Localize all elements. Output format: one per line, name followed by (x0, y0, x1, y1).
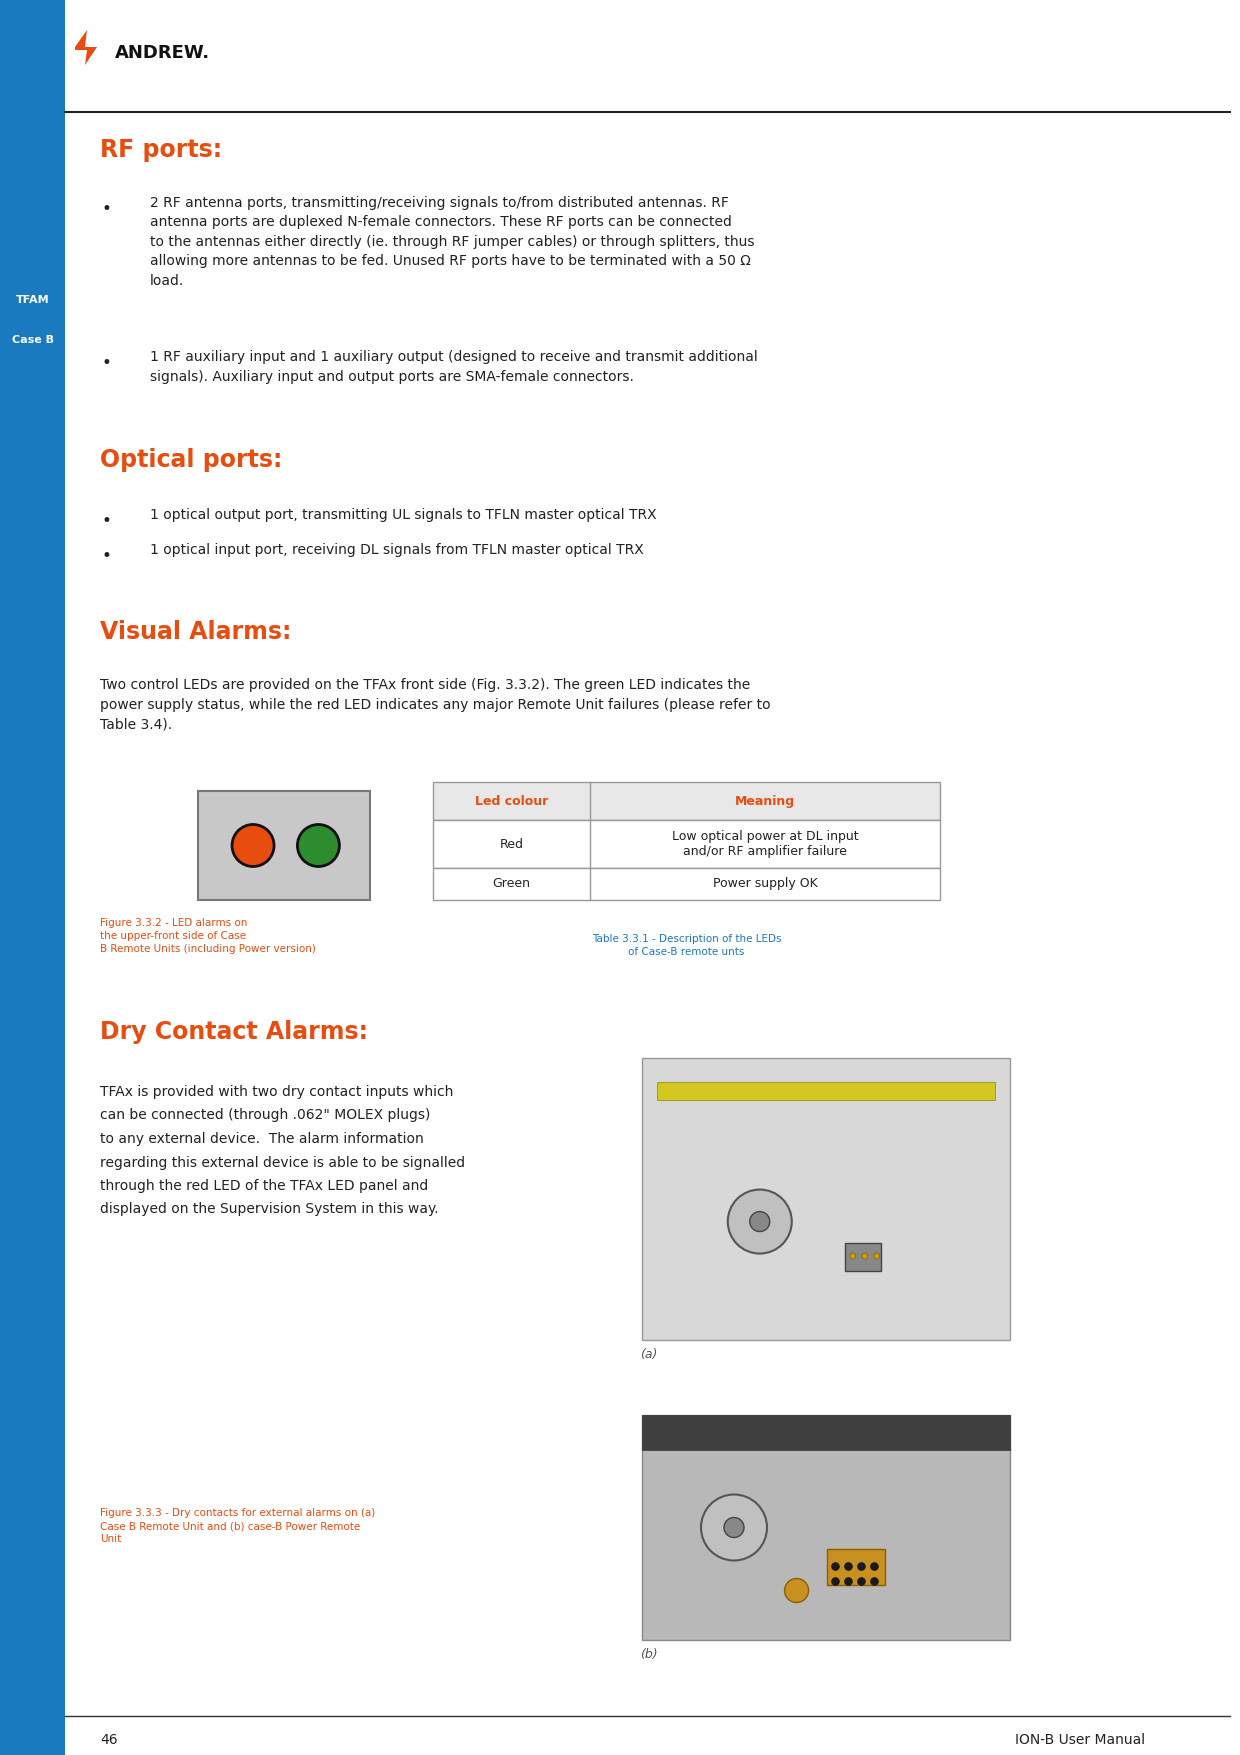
Circle shape (844, 1562, 852, 1571)
Text: •: • (102, 548, 112, 565)
Text: •: • (102, 355, 112, 372)
Text: Visual Alarms:: Visual Alarms: (100, 620, 291, 644)
Text: Figure 3.3.2 - LED alarms on
the upper-front side of Case
B Remote Units (includ: Figure 3.3.2 - LED alarms on the upper-f… (100, 918, 316, 955)
Text: Table 3.3.1 - Description of the LEDs
of Case-B remote unts: Table 3.3.1 - Description of the LEDs of… (591, 934, 781, 956)
Text: displayed on the Supervision System in this way.: displayed on the Supervision System in t… (100, 1202, 439, 1216)
Circle shape (870, 1578, 878, 1585)
Circle shape (750, 1211, 770, 1232)
Circle shape (298, 825, 340, 867)
Circle shape (849, 1253, 856, 1258)
Text: Low optical power at DL input
and/or RF amplifier failure: Low optical power at DL input and/or RF … (672, 830, 858, 858)
Text: regarding this external device is able to be signalled: regarding this external device is able t… (100, 1155, 465, 1169)
Bar (0, 0, 64, 1755)
Circle shape (844, 1578, 852, 1585)
Text: load.: load. (150, 274, 185, 288)
Text: 1 optical output port, transmitting UL signals to TFLN master optical TRX: 1 optical output port, transmitting UL s… (150, 507, 657, 521)
Text: to any external device.  The alarm information: to any external device. The alarm inform… (100, 1132, 424, 1146)
Circle shape (728, 1190, 792, 1253)
Text: 1 optical input port, receiving DL signals from TFLN master optical TRX: 1 optical input port, receiving DL signa… (150, 542, 644, 556)
Text: Meaning: Meaning (735, 795, 795, 807)
Text: signals). Auxiliary input and output ports are SMA-female connectors.: signals). Auxiliary input and output por… (150, 370, 634, 384)
Text: allowing more antennas to be fed. Unused RF ports have to be terminated with a 5: allowing more antennas to be fed. Unused… (150, 254, 751, 269)
Text: Red: Red (500, 837, 523, 851)
Circle shape (862, 1253, 868, 1258)
Text: 46: 46 (100, 1732, 118, 1746)
Text: ION-B User Manual: ION-B User Manual (1014, 1732, 1145, 1746)
Text: 2 RF antenna ports, transmitting/receiving signals to/from distributed antennas.: 2 RF antenna ports, transmitting/receivi… (150, 197, 729, 211)
Bar (433, 820, 940, 869)
Bar (198, 792, 370, 900)
Bar (827, 1548, 885, 1585)
Circle shape (832, 1562, 839, 1571)
Circle shape (232, 825, 274, 867)
Text: through the red LED of the TFAx LED panel and: through the red LED of the TFAx LED pane… (100, 1179, 428, 1193)
Circle shape (724, 1518, 744, 1537)
Text: Power supply OK: Power supply OK (713, 878, 817, 890)
Bar (657, 1083, 994, 1100)
Text: antenna ports are duplexed N-female connectors. These RF ports can be connected: antenna ports are duplexed N-female conn… (150, 216, 732, 230)
Text: TFAx is provided with two dry contact inputs which: TFAx is provided with two dry contact in… (100, 1085, 454, 1099)
Circle shape (857, 1562, 866, 1571)
Text: 1 RF auxiliary input and 1 auxiliary output (designed to receive and transmit ad: 1 RF auxiliary input and 1 auxiliary out… (150, 349, 758, 363)
Text: (b): (b) (640, 1648, 657, 1660)
Text: Case B: Case B (11, 335, 53, 346)
Text: Table 3.4).: Table 3.4). (100, 718, 172, 732)
Circle shape (874, 1253, 880, 1258)
Text: Figure 3.3.3 - Dry contacts for external alarms on (a)
Case B Remote Unit and (b: Figure 3.3.3 - Dry contacts for external… (100, 1508, 376, 1544)
Text: Dry Contact Alarms:: Dry Contact Alarms: (100, 1020, 368, 1044)
Text: to the antennas either directly (ie. through RF jumper cables) or through splitt: to the antennas either directly (ie. thr… (150, 235, 754, 249)
Circle shape (857, 1578, 866, 1585)
Text: •: • (102, 512, 112, 530)
Bar (642, 1058, 1011, 1341)
Circle shape (832, 1578, 839, 1585)
Text: RF ports:: RF ports: (100, 139, 222, 161)
Bar (433, 783, 940, 820)
Bar (844, 1243, 880, 1271)
Text: Green: Green (492, 878, 531, 890)
Bar (433, 869, 940, 900)
Text: (a): (a) (640, 1348, 657, 1360)
Polygon shape (74, 30, 97, 65)
Text: Optical ports:: Optical ports: (100, 448, 283, 472)
Text: Two control LEDs are provided on the TFAx front side (Fig. 3.3.2). The green LED: Two control LEDs are provided on the TFA… (100, 677, 750, 691)
Circle shape (870, 1562, 878, 1571)
Text: •: • (102, 200, 112, 218)
Bar (642, 1415, 1011, 1450)
Text: can be connected (through .062" MOLEX plugs): can be connected (through .062" MOLEX pl… (100, 1109, 430, 1123)
Circle shape (701, 1495, 768, 1560)
Text: ANDREW.: ANDREW. (115, 44, 210, 61)
Text: TFAM: TFAM (16, 295, 50, 305)
Text: Led colour: Led colour (475, 795, 548, 807)
Bar (642, 1415, 1011, 1639)
Text: power supply status, while the red LED indicates any major Remote Unit failures : power supply status, while the red LED i… (100, 697, 770, 711)
Circle shape (785, 1578, 808, 1602)
